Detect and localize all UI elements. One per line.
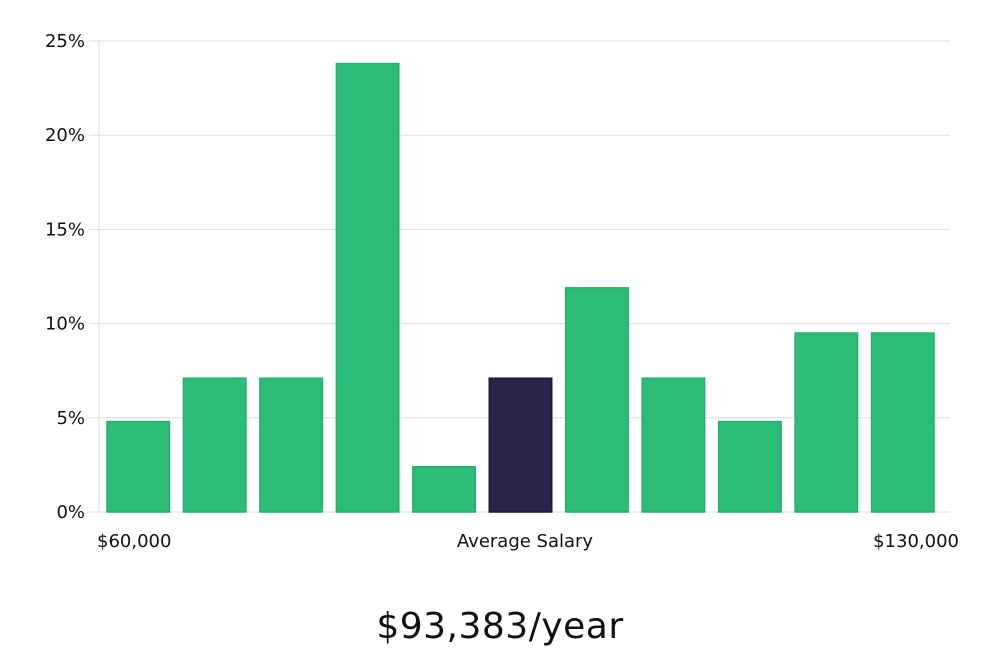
bar bbox=[412, 466, 477, 513]
bar bbox=[641, 377, 706, 513]
bar bbox=[870, 332, 935, 513]
bar bbox=[564, 287, 629, 513]
bar bbox=[259, 377, 324, 513]
y-tick-label: 10% bbox=[45, 314, 85, 335]
x-label-min: $60,000 bbox=[97, 531, 171, 552]
x-label-max: $130,000 bbox=[873, 531, 959, 552]
bar bbox=[717, 420, 782, 513]
salary-distribution-chart: 0%5%10%15%20%25% $60,000 Average Salary … bbox=[45, 31, 959, 552]
bar-average-salary bbox=[488, 377, 553, 513]
bar bbox=[335, 62, 400, 513]
average-salary-value: $93,383/year bbox=[376, 606, 624, 647]
x-label-average: Average Salary bbox=[457, 531, 594, 552]
bar bbox=[794, 332, 859, 513]
y-tick-label: 0% bbox=[56, 502, 85, 523]
y-tick-label: 5% bbox=[56, 408, 85, 429]
bar bbox=[106, 420, 171, 513]
chart-bars bbox=[106, 62, 935, 513]
bar bbox=[182, 377, 247, 513]
y-tick-label: 15% bbox=[45, 219, 85, 240]
y-axis-tick-labels: 0% 5% 10% 15% 20% 25% bbox=[45, 31, 85, 523]
y-tick-label: 20% bbox=[45, 125, 85, 146]
y-tick-label: 25% bbox=[45, 31, 85, 52]
